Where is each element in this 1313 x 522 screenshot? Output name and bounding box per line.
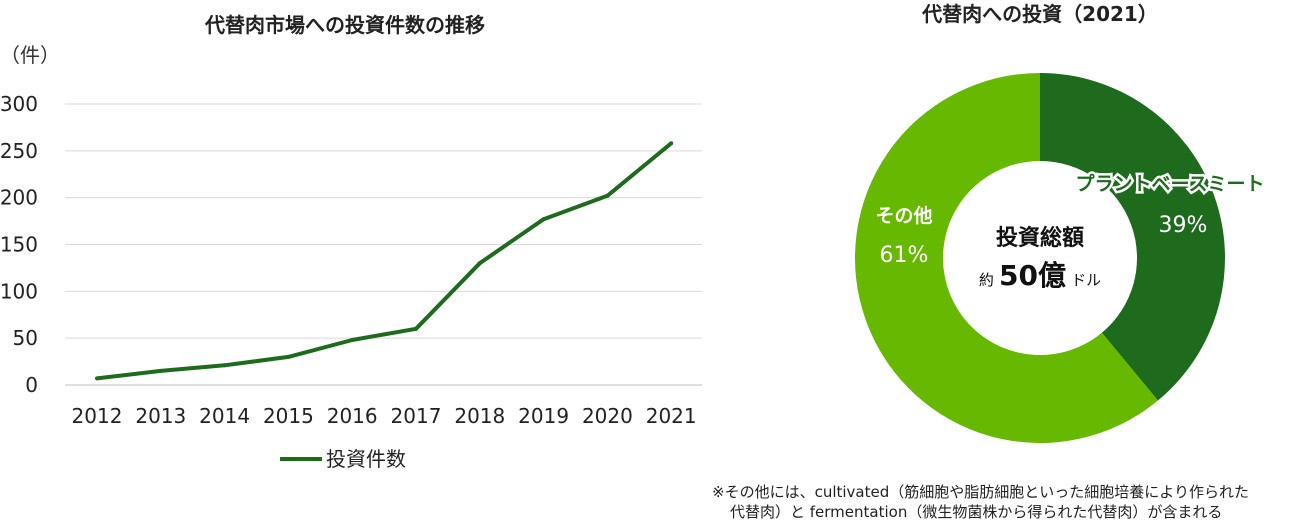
line-chart-title: 代替肉市場への投資件数の推移 <box>204 13 485 37</box>
y-tick-label: 0 <box>25 373 38 397</box>
amount-value: 50億 <box>999 259 1066 292</box>
footnote-line-2: 代替肉）と fermentation（微生物菌株から得られた代替肉）が含まれる <box>730 503 1223 521</box>
donut-slice-other <box>855 73 1158 443</box>
slice-value-plant-based-meat: 39% <box>1159 213 1208 238</box>
legend: 投資件数 <box>280 447 406 471</box>
gridlines <box>65 103 702 386</box>
x-tick-label: 2013 <box>135 404 186 428</box>
y-axis-unit-label: （件） <box>0 43 60 67</box>
slice-value-other: 61% <box>880 243 929 268</box>
donut-center-title: 投資総額 <box>996 225 1084 251</box>
amount-prefix: 約 <box>979 271 994 289</box>
donut-chart: 代替肉への投資（2021） プラントベースミート 39% その他 61% 投資総… <box>855 2 1267 443</box>
y-tick-label: 150 <box>0 233 38 257</box>
data-point <box>158 368 163 373</box>
x-tick-label: 2018 <box>454 404 505 428</box>
x-tick-label: 2019 <box>518 404 569 428</box>
series-line-investment-count <box>96 141 673 381</box>
donut-slice-plant-based-meat <box>1040 73 1226 401</box>
data-point <box>350 338 355 342</box>
data-point <box>477 261 482 266</box>
x-tick-label: 2020 <box>582 404 633 428</box>
y-tick-label: 100 <box>0 279 38 303</box>
footnote: ※その他には、cultivated（筋細胞や脂肪細胞といった細胞培養により作られ… <box>712 482 1312 522</box>
footnote-line-1: ※その他には、cultivated（筋細胞や脂肪細胞といった細胞培養により作られ… <box>712 483 1249 501</box>
x-tick-label: 2015 <box>263 404 314 428</box>
slice-label-other: その他 <box>875 204 932 227</box>
y-tick-label: 300 <box>0 92 38 116</box>
slice-label-plant-based-meat: プラントベースミート <box>1075 172 1264 195</box>
line-chart: 代替肉市場への投資件数の推移 （件） 0 50 100 150 200 250 300 20… <box>0 13 702 471</box>
data-point <box>95 376 99 381</box>
y-tick-label: 250 <box>0 139 38 163</box>
data-point <box>605 193 610 198</box>
donut-center-amount: 約 50億 ドル <box>979 259 1101 292</box>
x-tick-label: 2012 <box>72 404 123 428</box>
legend-label: 投資件数 <box>326 447 406 471</box>
x-tick-label: 2017 <box>391 404 442 428</box>
y-axis-ticks: 0 50 100 150 200 250 300 <box>0 92 38 397</box>
amount-suffix: ドル <box>1071 271 1101 289</box>
data-point <box>286 354 291 359</box>
y-tick-label: 50 <box>13 326 38 350</box>
data-point <box>222 363 227 368</box>
data-point <box>669 141 674 146</box>
donut-chart-title: 代替肉への投資（2021） <box>921 2 1158 26</box>
data-point <box>541 217 546 222</box>
y-tick-label: 200 <box>0 186 38 210</box>
x-axis-ticks: 2012 2013 2014 2015 2016 2017 2018 2019 2020 2021 <box>72 404 697 428</box>
series-points <box>95 141 674 381</box>
x-tick-label: 2021 <box>646 404 697 428</box>
data-point <box>414 326 418 331</box>
x-tick-label: 2014 <box>199 404 250 428</box>
x-tick-label: 2016 <box>327 404 378 428</box>
